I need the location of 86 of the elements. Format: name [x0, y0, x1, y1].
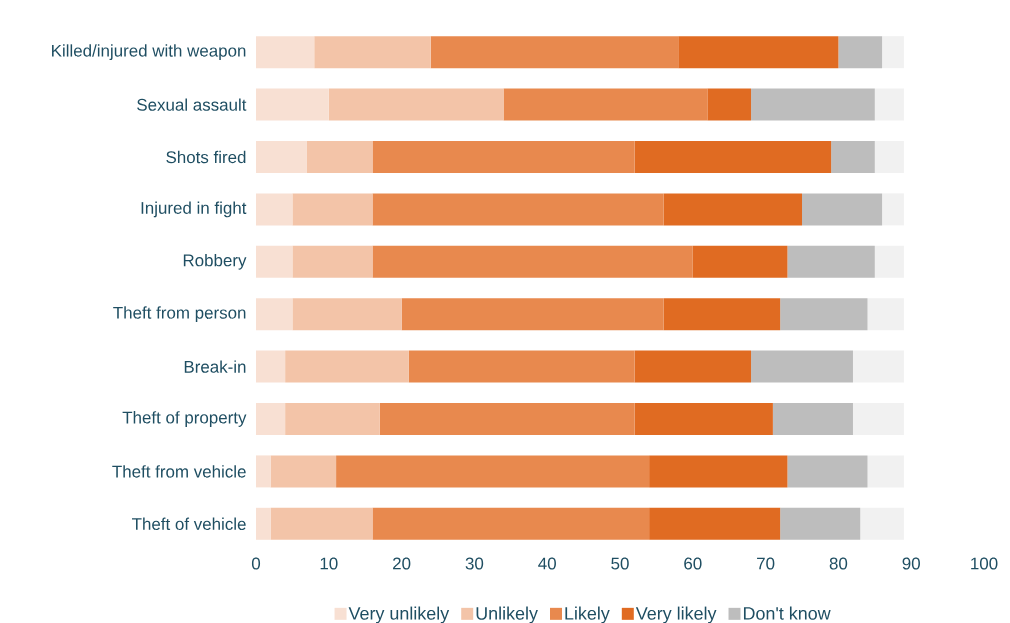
bar: [256, 193, 293, 226]
bar: [256, 298, 293, 331]
bar: [328, 88, 504, 121]
bar: [372, 141, 635, 173]
bar: [430, 36, 679, 69]
x-tick-label: 50: [611, 557, 629, 570]
x-tick-label: 60: [684, 557, 702, 570]
bar: [852, 350, 904, 383]
bar: [831, 141, 875, 173]
bar: [787, 245, 875, 278]
bar: [634, 403, 773, 435]
bar: [874, 141, 904, 173]
bar: [292, 193, 373, 226]
x-tick-label: 100: [971, 557, 998, 570]
x-tick-label: 70: [757, 557, 775, 570]
bar: [649, 455, 788, 488]
bar: [751, 88, 875, 121]
y-tick-label: Shots fired: [166, 150, 246, 164]
x-tick-label: 0: [251, 557, 261, 570]
y-tick-label: Killed/injured with weapon: [52, 44, 246, 61]
x-tick-label: 30: [465, 557, 484, 570]
bar: [285, 350, 409, 383]
bar: [882, 193, 904, 226]
y-tick-label: Robbery: [183, 253, 247, 270]
bar: [292, 298, 402, 331]
bar: [649, 507, 781, 540]
bar: [663, 298, 781, 331]
bar: [867, 298, 904, 331]
bar: [780, 298, 868, 331]
bar: [270, 507, 373, 540]
bar: [372, 507, 650, 540]
y-tick-label: Break-in: [184, 360, 246, 373]
bar: [256, 141, 307, 173]
bar: [256, 403, 286, 435]
bar: [256, 88, 329, 121]
y-tick-label: Theft from person: [113, 306, 246, 323]
bar: [306, 141, 373, 173]
bar: [882, 36, 904, 69]
bar: [372, 245, 693, 278]
bar: [678, 36, 839, 69]
legend-label: Very unlikely: [348, 606, 450, 623]
bar: [256, 507, 271, 540]
x-tick-label: 80: [829, 557, 848, 570]
bar: [780, 507, 861, 540]
x-tick-label: 20: [393, 557, 411, 570]
bar: [751, 350, 853, 383]
bar: [663, 193, 803, 226]
bar: [772, 403, 853, 435]
bar: [787, 455, 868, 488]
y-tick-label: Theft from vehicle: [112, 465, 246, 478]
y-tick-label: Injured in fight: [141, 201, 247, 218]
legend-label: Unlikely: [476, 606, 538, 623]
bar: [256, 455, 271, 488]
bar: [634, 141, 832, 173]
bar: [860, 507, 904, 540]
bar: [285, 403, 380, 435]
y-tick-label: Theft of vehicle: [132, 517, 246, 531]
bar: [372, 193, 664, 226]
x-tick-label: 10: [320, 557, 338, 570]
x-tick-label: 90: [902, 557, 920, 570]
bar: [852, 403, 904, 435]
bar: [503, 88, 708, 121]
bar: [802, 193, 883, 226]
bar: [401, 298, 664, 331]
bar: [867, 455, 904, 488]
legend-label: Don't know: [743, 606, 831, 620]
bar: [314, 36, 431, 69]
bar: [270, 455, 337, 488]
bar: [292, 245, 373, 278]
bar: [634, 350, 752, 383]
bar: [408, 350, 635, 383]
legend-label: Very likely: [635, 606, 717, 623]
bar: [256, 350, 286, 383]
bar: [379, 403, 635, 435]
bar: [874, 88, 904, 121]
legend-label: Likely: [565, 606, 610, 623]
bar: [256, 36, 315, 69]
bar: [707, 88, 752, 121]
bar: [838, 36, 883, 69]
bar: [874, 245, 904, 278]
y-tick-label: Sexual assault: [137, 98, 247, 111]
bar: [336, 455, 650, 488]
bar: [256, 245, 293, 278]
bar: [692, 245, 788, 278]
x-tick-label: 40: [538, 557, 556, 570]
y-tick-label: Theft of property: [122, 411, 247, 427]
